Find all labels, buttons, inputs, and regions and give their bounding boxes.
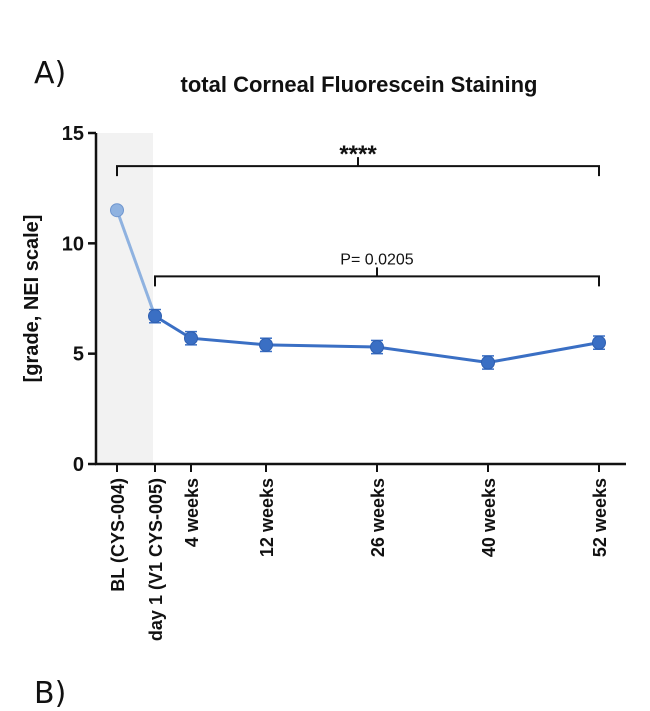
axes <box>94 133 626 466</box>
data-point <box>481 355 495 370</box>
x-tick-label: 4 weeks <box>182 478 202 547</box>
data-point <box>370 340 384 355</box>
series-total-cfs <box>110 203 606 370</box>
y-axis-label: [grade, NEI scale] <box>21 215 43 383</box>
fluorescein-chart: total Corneal Fluorescein Staining [grad… <box>21 72 626 641</box>
data-point <box>259 337 273 352</box>
data-point <box>592 335 606 350</box>
significance-bracket <box>154 267 600 287</box>
x-tick-label: 40 weeks <box>479 478 499 557</box>
baseline-segment <box>115 209 157 317</box>
y-tick-label: 0 <box>73 454 84 476</box>
y-ticks: 0 5 10 15 <box>62 123 96 476</box>
data-point <box>110 203 124 218</box>
data-point <box>148 309 162 324</box>
x-tick-label: 12 weeks <box>257 478 277 557</box>
significance-label: **** <box>339 141 377 168</box>
x-tick-label: day 1 (V1 CYS-005) <box>146 478 166 641</box>
data-point <box>184 331 198 346</box>
x-tick-label: BL (CYS-004) <box>108 478 128 592</box>
x-ticks: BL (CYS-004) day 1 (V1 CYS-005) 4 weeks 12 … <box>108 464 610 641</box>
significance-label: P= 0.0205 <box>340 251 414 268</box>
panel-label: A) <box>34 56 67 91</box>
significance-bracket <box>116 157 600 177</box>
x-tick-label: 52 weeks <box>590 478 610 557</box>
annotations: **** P= 0.0205 <box>116 141 600 287</box>
y-tick-label: 10 <box>62 233 84 255</box>
x-tick-label: 26 weeks <box>368 478 388 557</box>
series-line <box>154 314 600 365</box>
y-tick-label: 15 <box>62 123 84 145</box>
chart-title: total Corneal Fluorescein Staining <box>181 72 538 97</box>
baseline-shade <box>96 133 153 464</box>
y-tick-label: 5 <box>73 344 84 366</box>
